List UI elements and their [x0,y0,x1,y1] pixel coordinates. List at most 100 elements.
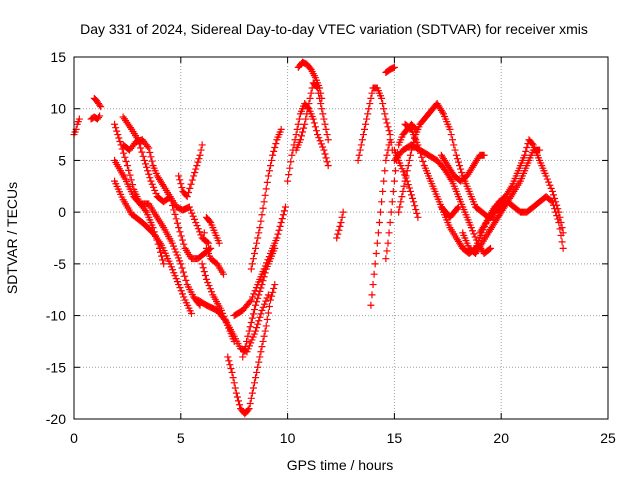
data-point [311,123,319,131]
data-point [183,193,191,201]
data-point [284,177,292,185]
data-point [317,100,325,108]
data-point [446,125,454,133]
data-point [180,240,188,248]
data-point [383,151,391,159]
data-point [365,105,373,113]
data-point [384,239,392,247]
data-point [306,94,314,102]
data-point [378,94,386,102]
data-point [205,282,213,290]
data-point [120,149,128,157]
y-tick-label: 15 [50,49,66,65]
data-point [271,144,279,151]
data-point [166,260,174,268]
data-point [389,187,397,195]
data-point [381,110,389,118]
data-point [169,201,177,209]
x-tick-label: 25 [600,430,616,446]
data-point [261,269,269,277]
data-point [453,155,461,163]
data-point [403,167,411,175]
data-point [286,164,294,172]
data-point [258,211,266,219]
data-point [367,94,375,102]
data-point [338,213,346,221]
data-point [182,276,190,284]
data-point [143,142,151,150]
data-point [371,260,379,268]
data-point [236,401,244,409]
data-point [315,134,323,142]
data-point [319,143,327,151]
data-point [279,211,287,219]
data-point [177,287,185,295]
data-point [252,244,260,252]
data-point [380,177,388,185]
data-point [171,210,179,218]
data-point [185,203,193,211]
data-point [257,284,265,292]
data-point [403,177,411,185]
data-point [398,165,406,173]
data-point [190,215,198,223]
data-point [247,265,255,273]
data-point [255,229,263,237]
data-point [224,353,232,361]
data-point [187,310,195,318]
data-point [312,127,320,135]
data-point [195,155,203,163]
series-arc-03 [90,94,105,111]
data-point [253,368,261,376]
data-point [247,296,255,304]
data-point [366,100,374,108]
x-tick-label: 10 [280,430,296,446]
data-point [401,171,409,179]
data-point [114,131,122,139]
data-point [171,245,179,253]
data-point [187,206,195,214]
data-point [177,180,185,188]
data-point [262,185,270,193]
series-arc-11 [198,260,238,345]
data-point [262,322,270,330]
series-arc-05 [111,156,204,309]
data-point [146,174,154,182]
data-point [178,184,186,192]
data-point [191,168,199,176]
data-point [362,120,370,128]
data-point [314,131,322,139]
data-point [248,314,256,322]
series-arc-02 [87,112,104,123]
data-point [206,285,214,293]
data-point [378,198,386,206]
data-point [179,268,187,276]
data-point [252,327,260,335]
y-tick-label: -20 [46,411,66,427]
data-point [95,114,103,122]
x-axis-label: GPS time / hours [287,457,394,473]
data-point [384,146,392,154]
data-point [193,162,201,170]
data-point [127,176,135,184]
data-point [409,194,417,202]
data-point [412,206,420,214]
data-point [188,209,196,217]
series-arc-06 [111,177,195,318]
data-point [220,312,228,320]
data-point [123,162,131,170]
data-point [220,270,228,278]
data-point [256,353,264,361]
data-point [167,263,175,271]
data-point [247,318,255,326]
data-point [247,339,255,347]
data-point [252,374,260,382]
data-point [405,156,413,164]
data-point [245,327,253,335]
data-point [178,264,186,272]
data-point [255,317,263,325]
data-point [551,205,559,213]
data-point [249,310,257,318]
data-point [225,324,233,332]
data-point [196,151,204,159]
